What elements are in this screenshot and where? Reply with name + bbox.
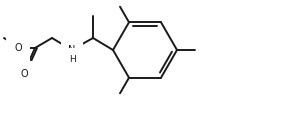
Text: N: N: [68, 45, 76, 55]
Text: H: H: [69, 55, 75, 65]
Text: O: O: [20, 69, 28, 79]
Text: O: O: [14, 43, 22, 53]
